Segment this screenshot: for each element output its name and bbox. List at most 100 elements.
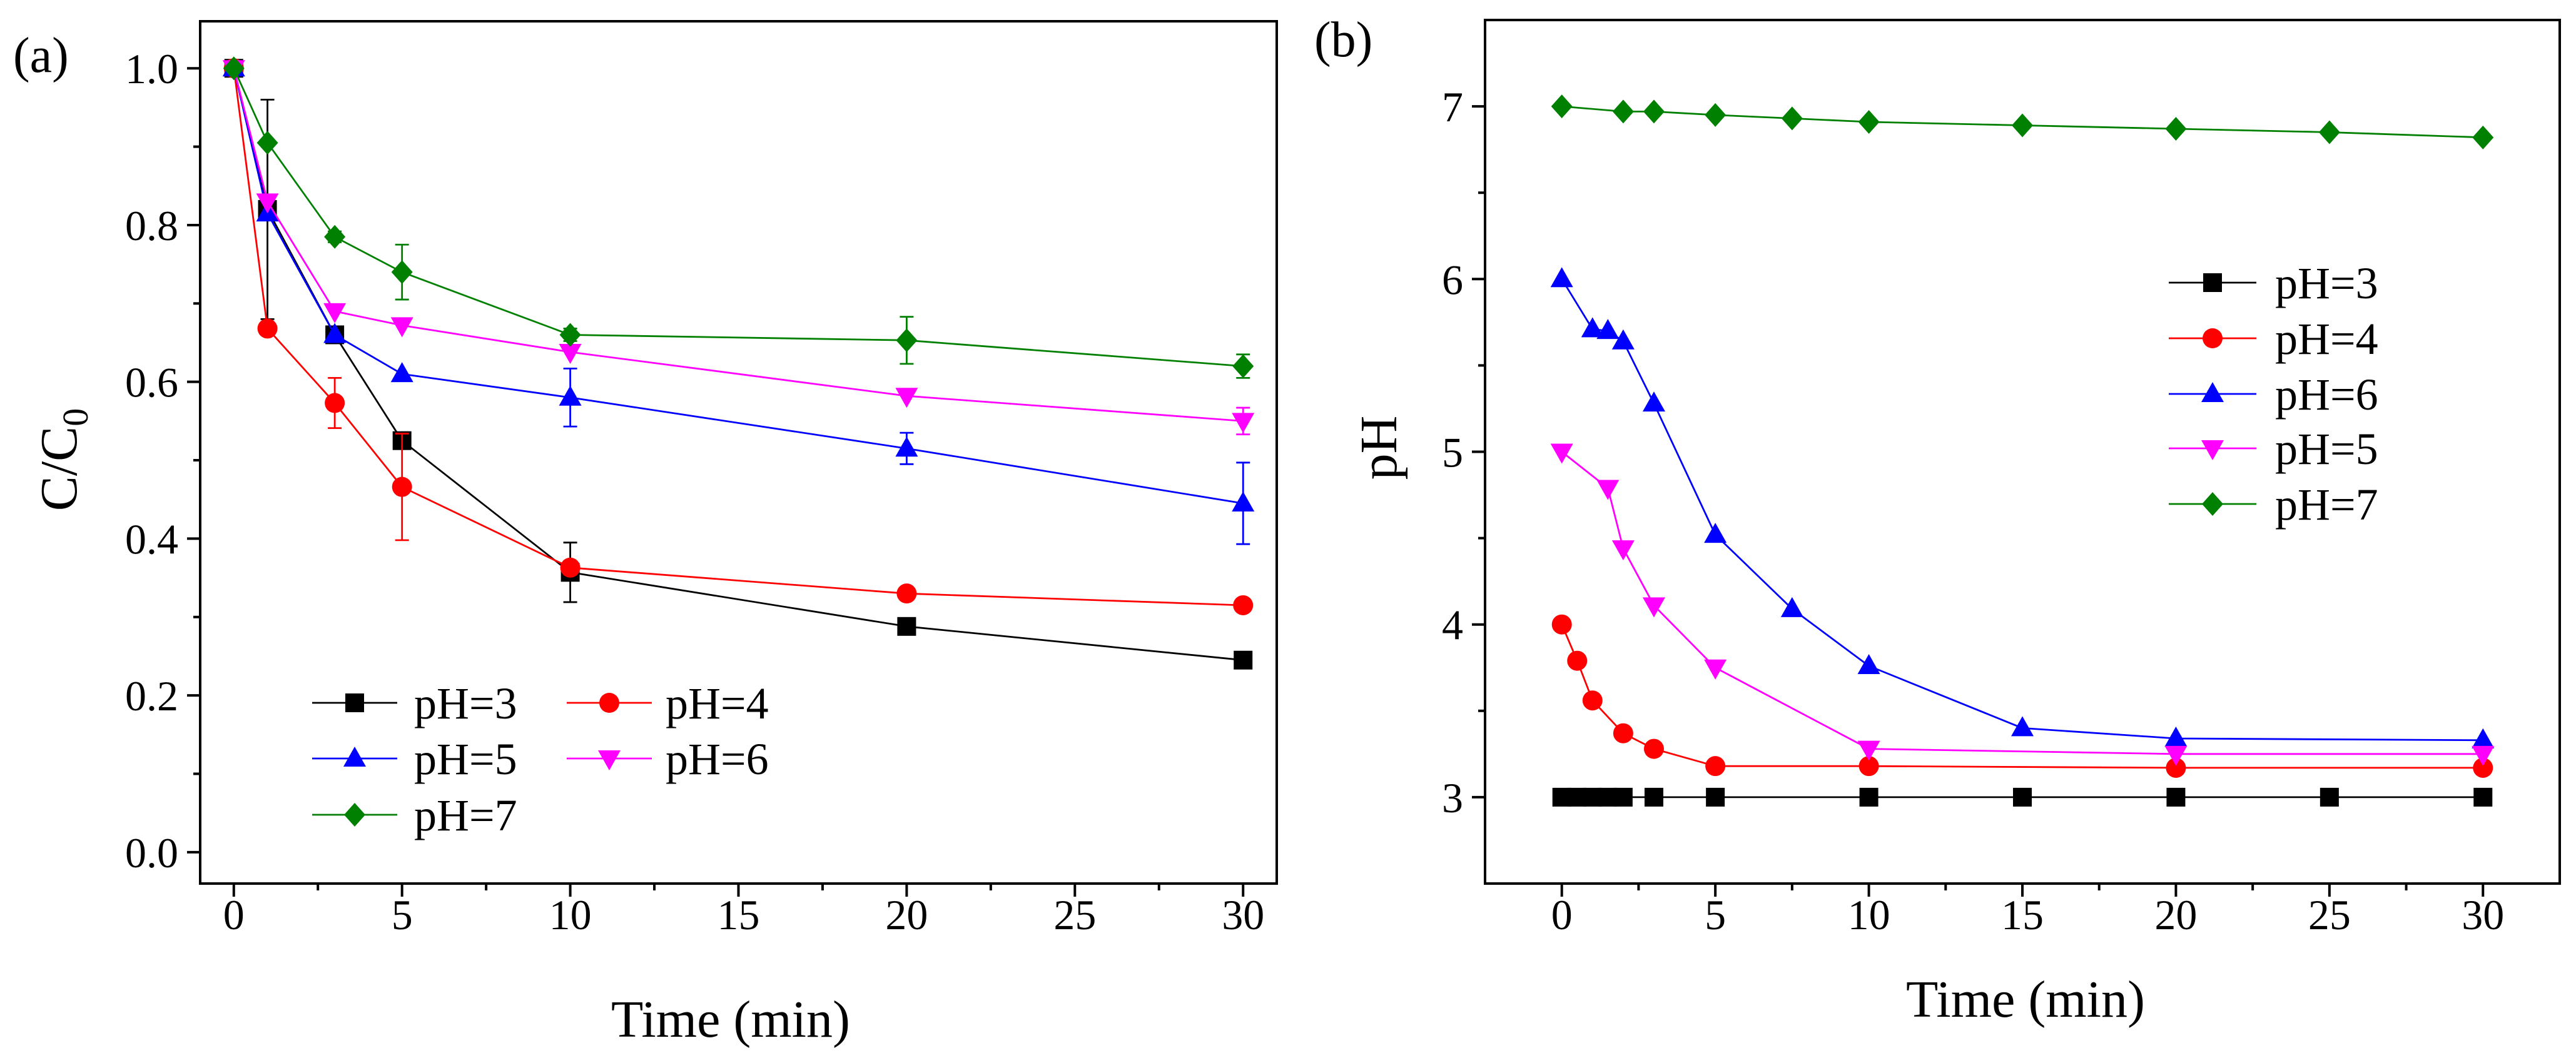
data-point-a-ph6-3 — [390, 317, 413, 338]
axes-a: 0 5 10 15 20 25 30 0.0 0.2 0.4 0.6 0.8 1.0 — [125, 20, 1278, 939]
data-point-a-ph5-2 — [323, 323, 347, 343]
x-tick-label-a-1: 5 — [392, 891, 413, 939]
data-point-b-ph7-3 — [1705, 103, 1727, 127]
legend-marker-ph5 — [343, 747, 366, 767]
series-b-ph3 — [1552, 787, 2493, 807]
data-point-b-ph4-7 — [2166, 757, 2186, 778]
data-point-b-ph3-8 — [2013, 787, 2032, 807]
data-point-b-ph4-4 — [1643, 738, 1664, 759]
data-point-b-ph6-5 — [1704, 523, 1727, 543]
panel-b: (b) pH Time (min) 0 5 10 15 20 25 3034567pH=3p… — [1314, 13, 2561, 1029]
data-point-a-ph7-3 — [391, 260, 413, 285]
legend-entry-b-ph6: pH=6 — [2169, 370, 2378, 420]
data-point-b-ph3-11 — [2473, 787, 2493, 807]
legend-marker-ph7 — [344, 803, 365, 827]
series-line-a-ph5 — [233, 68, 1244, 505]
x-axis-label-a: Time (min) — [611, 990, 850, 1049]
data-point-a-ph4-2 — [325, 393, 345, 413]
legend-marker-ph3 — [2203, 273, 2222, 292]
data-point-b-ph6-6 — [1780, 597, 1803, 617]
data-point-b-ph6-10 — [2472, 728, 2495, 748]
data-point-b-ph6-4 — [1642, 391, 1665, 412]
data-point-b-ph7-8 — [2318, 120, 2340, 144]
series-line-b-ph7 — [1561, 105, 2483, 139]
data-point-b-ph6-8 — [2011, 716, 2034, 737]
data-point-a-ph7-1 — [256, 131, 278, 155]
y-axis-label-a-main: C/C — [30, 426, 88, 511]
legend-entry-a-ph7: pH=7 — [312, 790, 517, 840]
y-tick-label-b-3: 6 — [1442, 256, 1463, 303]
data-point-b-ph4-3 — [1613, 723, 1633, 743]
data-point-a-ph4-4 — [560, 557, 581, 578]
data-point-b-ph3-9 — [2166, 787, 2186, 807]
y-tick-label-a-3: 0.6 — [125, 359, 178, 406]
x-tick-label-b-3: 15 — [2001, 891, 2044, 939]
data-point-a-ph5-6 — [1232, 491, 1255, 511]
data-point-b-ph7-2 — [1643, 99, 1665, 124]
data-point-b-ph5-3 — [1642, 597, 1665, 618]
data-point-b-ph7-0 — [1551, 94, 1573, 119]
y-axis-label-b: pH — [1350, 416, 1408, 480]
y-tick-label-a-0: 0.0 — [125, 829, 178, 877]
data-point-a-ph4-5 — [896, 583, 917, 604]
plot-area-a: 0 5 10 15 20 25 300.00.20.40.60.81.0pH=3 pH=4pH… — [125, 20, 1278, 939]
x-axis-label-b: Time (min) — [1906, 970, 2145, 1029]
data-point-b-ph6-0 — [1550, 267, 1573, 288]
legend-entry-b-ph4: pH=4 — [2169, 314, 2378, 364]
y-axis-label-a: C/C0 — [30, 408, 96, 511]
y-axis-label-a-subscript: 0 — [55, 408, 96, 426]
data-point-b-ph5-1 — [1596, 480, 1620, 500]
legend-entry-a-ph3: pH=3 — [312, 678, 517, 728]
data-point-a-ph6-4 — [559, 344, 582, 365]
series-a-ph5 — [222, 56, 1255, 545]
y-tick-label-b-1: 4 — [1442, 602, 1463, 649]
y-tick-label-a-2: 0.4 — [125, 515, 178, 563]
series-b-ph4 — [1551, 614, 2493, 778]
series-b-ph7 — [1551, 94, 2494, 149]
panel-a: (a) C/C0 Time (min) 0 5 10 15 20 25 300.00.20.… — [13, 20, 1278, 1049]
series-b-ph6 — [1550, 267, 2495, 748]
legend-label-ph7: pH=7 — [2275, 480, 2378, 530]
data-point-b-ph6-7 — [1857, 653, 1880, 674]
data-point-b-ph7-9 — [2472, 125, 2494, 149]
series-a-ph7 — [223, 56, 1254, 379]
data-point-a-ph4-1 — [257, 318, 278, 339]
data-point-a-ph5-5 — [895, 436, 918, 457]
x-tick-label-b-2: 10 — [1848, 891, 1890, 939]
legend-label-ph7: pH=7 — [414, 790, 517, 840]
x-tick-label-a-5: 25 — [1053, 891, 1096, 939]
data-point-a-ph3-5 — [897, 617, 916, 636]
data-point-b-ph7-7 — [2165, 117, 2187, 141]
series-b-ph5 — [1550, 443, 2495, 766]
data-point-a-ph5-4 — [559, 385, 582, 406]
series-a-ph3 — [224, 59, 1253, 670]
data-point-a-ph3-6 — [1234, 650, 1253, 670]
data-point-b-ph4-2 — [1582, 690, 1603, 711]
x-tick-label-b-6: 30 — [2462, 891, 2504, 939]
legend-label-ph5: pH=5 — [414, 734, 517, 784]
data-point-b-ph5-2 — [1611, 540, 1635, 561]
legend-label-ph4: pH=4 — [666, 678, 769, 728]
data-point-b-ph7-5 — [1858, 109, 1880, 134]
y-tick-label-b-4: 7 — [1442, 83, 1463, 131]
data-point-b-ph7-1 — [1612, 99, 1634, 124]
x-tick-label-b-1: 5 — [1705, 891, 1726, 939]
data-point-b-ph5-5 — [1857, 740, 1880, 761]
x-tick-label-a-2: 10 — [549, 891, 592, 939]
legend-entry-a-ph4: pH=4 — [567, 678, 769, 728]
x-tick-label-a-0: 0 — [223, 891, 245, 939]
series-line-a-ph6 — [233, 68, 1244, 422]
legend-marker-ph6 — [2201, 382, 2224, 402]
legend-label-ph3: pH=3 — [2275, 258, 2378, 308]
data-point-a-ph6-2 — [323, 303, 347, 323]
legend-b: pH=3 pH=4 pH=6pH=5 pH=7 — [2169, 258, 2378, 530]
x-tick-label-b-5: 25 — [2308, 891, 2351, 939]
data-point-b-ph3-5 — [1644, 787, 1663, 807]
legend-entry-b-ph7: pH=7 — [2169, 480, 2378, 530]
y-tick-label-b-2: 5 — [1442, 429, 1463, 476]
data-point-b-ph5-0 — [1550, 443, 1573, 464]
data-point-a-ph5-3 — [390, 362, 413, 383]
panel-label-b: (b) — [1314, 13, 1372, 68]
data-point-b-ph6-3 — [1611, 329, 1635, 350]
data-point-a-ph4-3 — [392, 476, 412, 497]
